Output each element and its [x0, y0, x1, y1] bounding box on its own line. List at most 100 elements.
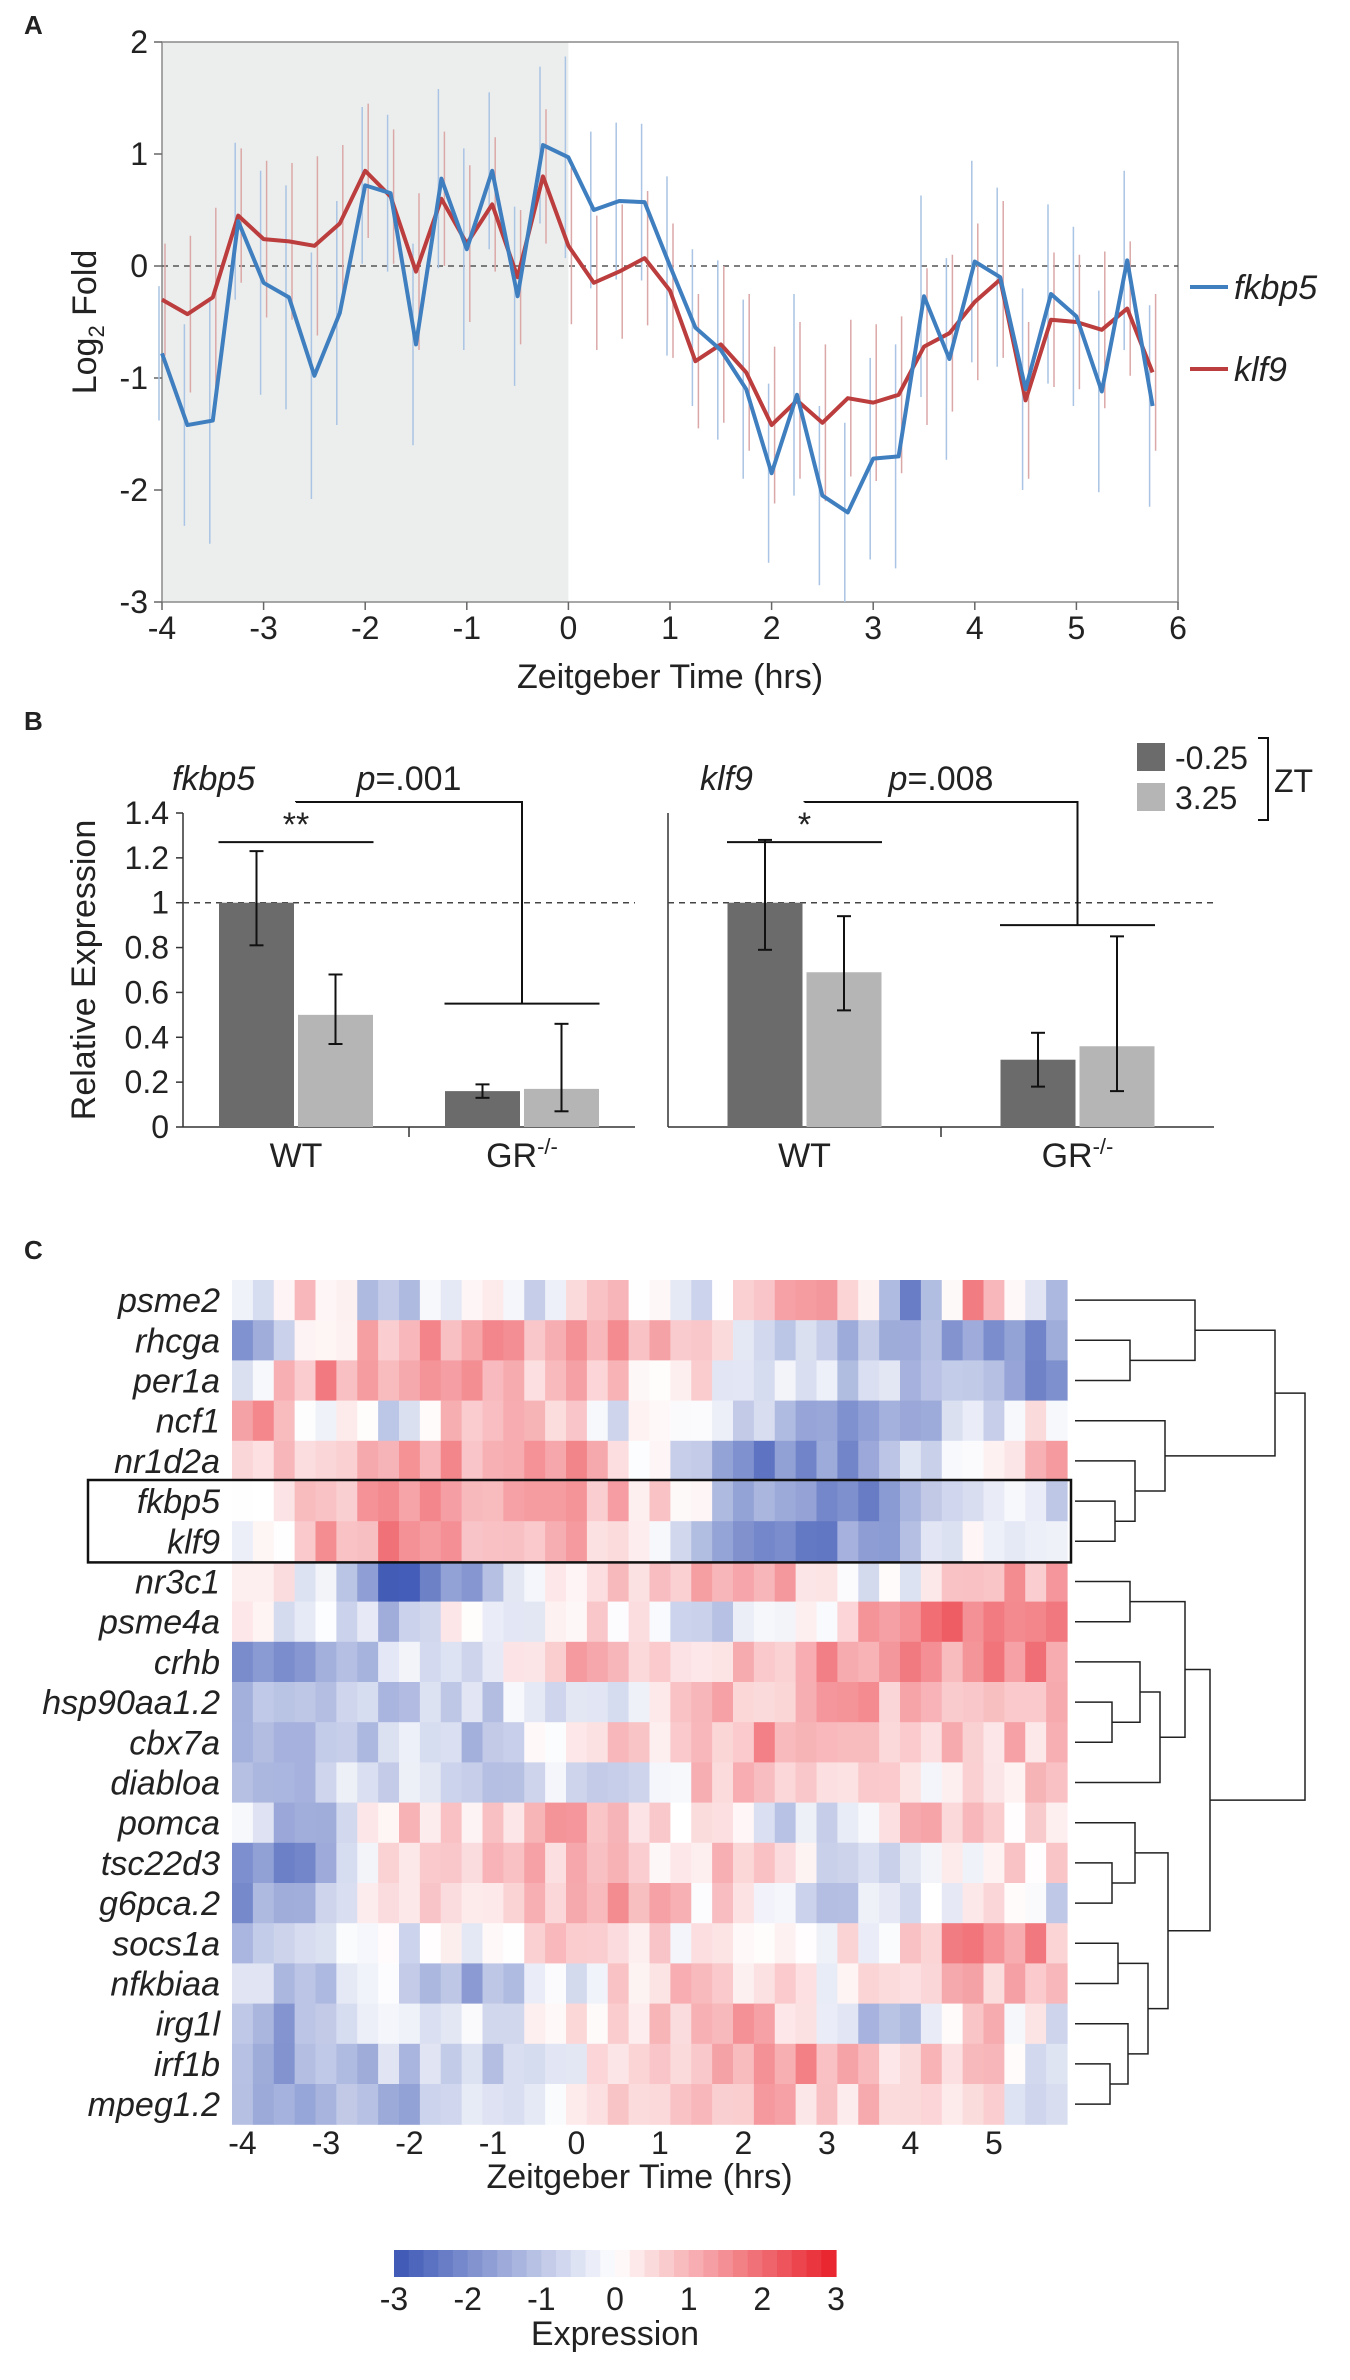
- heatmap-cell: [1046, 2003, 1068, 2045]
- heatmap-cell: [1025, 2003, 1047, 2045]
- heatmap-cell: [545, 1521, 567, 1562]
- colorbar-segment: [467, 2250, 483, 2277]
- heatmap-cell: [232, 2043, 254, 2085]
- heatmap-cell: [712, 1601, 734, 1643]
- heatmap-cell: [983, 1802, 1005, 1844]
- x-tick-label: 1: [661, 610, 679, 646]
- heatmap-cell: [628, 1481, 651, 1522]
- heatmap-cell: [858, 1802, 880, 1844]
- heatmap-cell: [816, 1682, 838, 1723]
- heatmap-cell: [900, 1722, 922, 1763]
- heatmap-cell: [712, 1561, 734, 1603]
- heatmap-cell: [294, 1360, 317, 1402]
- heatmap-cell: [399, 1963, 421, 2005]
- heatmap-cell: [983, 1280, 1005, 1321]
- heatmap-cell: [419, 1440, 442, 1482]
- heatmap-cell: [733, 1641, 755, 1683]
- heatmap-cell: [357, 1682, 379, 1723]
- heatmap-cell: [315, 1521, 337, 1562]
- dendrogram-branch: [1075, 1500, 1116, 1543]
- x-tick-label: -4: [228, 2125, 256, 2161]
- heatmap-cell: [920, 2084, 943, 2125]
- heatmap-cell: [941, 1601, 964, 1643]
- dendrogram-branch: [1075, 1942, 1119, 1985]
- heatmap-cell: [315, 1601, 337, 1643]
- heatmap-cell: [1046, 2043, 1068, 2085]
- heatmap-cell: [545, 2043, 567, 2085]
- heatmap-cell: [399, 1400, 421, 1442]
- colorbar-segment: [585, 2250, 601, 2277]
- heatmap-cell: [712, 1641, 734, 1683]
- heatmap-cell: [941, 1521, 964, 1562]
- heatmap-cell: [357, 1561, 379, 1603]
- colorbar-segment: [747, 2250, 763, 2277]
- heatmap-cell: [378, 1481, 400, 1522]
- legend-swatch: [1137, 783, 1165, 811]
- heatmap-cell: [753, 1722, 776, 1763]
- heatmap-cell: [712, 1963, 734, 2005]
- heatmap-cell: [232, 1762, 254, 1804]
- heatmap-cell: [607, 1722, 630, 1763]
- heatmap-cell: [628, 1762, 651, 1804]
- heatmap-cell: [503, 1641, 525, 1683]
- heatmap-cell: [399, 1481, 421, 1522]
- heatmap-cell: [983, 1561, 1005, 1603]
- heatmap-cell: [503, 1481, 525, 1522]
- heatmap-cell: [1004, 1561, 1026, 1603]
- heatmap-cell: [753, 1682, 776, 1723]
- heatmap-cell: [691, 1722, 713, 1763]
- highlight-box: [86, 1478, 1073, 1564]
- heatmap-cell: [503, 2043, 525, 2085]
- heatmap-cell: [378, 2003, 400, 2045]
- heatmap-cell: [670, 1722, 692, 1763]
- heatmap-cell: [461, 1440, 484, 1482]
- heatmap-cell: [900, 1641, 922, 1683]
- heatmap-cell: [378, 1641, 400, 1683]
- heatmap-cell: [482, 1320, 504, 1361]
- heatmap-cell: [879, 1440, 901, 1482]
- heatmap-cell: [566, 1320, 588, 1361]
- heatmap-cell: [795, 1280, 818, 1321]
- heatmap-cell: [837, 1722, 859, 1763]
- heatmap-cell: [837, 1963, 859, 2005]
- heatmap-cell: [524, 1722, 546, 1763]
- heatmap-cell: [837, 1923, 859, 1964]
- heatmap-cell: [419, 1802, 442, 1844]
- heatmap-cell: [545, 1963, 567, 2005]
- heatmap-cell: [795, 2003, 818, 2045]
- heatmap-cell: [712, 1320, 734, 1361]
- heatmap-cell: [858, 1400, 880, 1442]
- x-tick-label: 0: [568, 2125, 586, 2161]
- heatmap-cell: [1046, 1682, 1068, 1723]
- heatmap-cell: [837, 1802, 859, 1844]
- heatmap-cell: [712, 2003, 734, 2045]
- heatmap-cell: [1046, 1561, 1068, 1603]
- heatmap-cell: [795, 1561, 818, 1603]
- heatmap-cell: [628, 1883, 651, 1924]
- heatmap-cell: [315, 2043, 337, 2085]
- heatmap-cell: [503, 1802, 525, 1844]
- heatmap-cell: [733, 2043, 755, 2085]
- heatmap-cell: [837, 1641, 859, 1683]
- heatmap-cell: [774, 2043, 797, 2085]
- colorbar-tick-label: 1: [680, 2281, 698, 2317]
- heatmap-cell: [774, 1883, 797, 1924]
- heatmap-cell: [586, 1802, 609, 1844]
- heatmap-cell: [712, 1360, 734, 1402]
- heatmap-cell: [962, 1400, 985, 1442]
- heatmap-cell: [900, 1400, 922, 1442]
- heatmap-cell: [1025, 1481, 1047, 1522]
- heatmap-cell: [795, 1883, 818, 1924]
- heatmap-cell: [628, 2043, 651, 2085]
- heatmap-cell: [586, 1601, 609, 1643]
- heatmap-cell: [753, 1923, 776, 1964]
- heatmap-cell: [1004, 1521, 1026, 1562]
- heatmap-cell: [920, 1360, 943, 1402]
- heatmap-cell: [753, 1521, 776, 1562]
- heatmap-cell: [1046, 1360, 1068, 1402]
- heatmap-cell: [837, 1320, 859, 1361]
- heatmap-cell: [712, 1722, 734, 1763]
- heatmap-cell: [524, 1682, 546, 1723]
- heatmap-cell: [357, 1601, 379, 1643]
- heatmap-cell: [816, 1280, 838, 1321]
